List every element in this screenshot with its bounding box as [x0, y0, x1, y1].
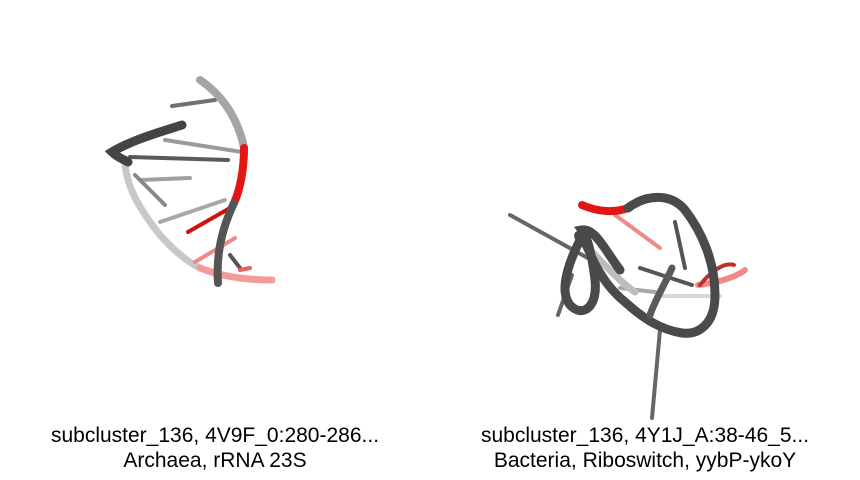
panel-subtitle: Bacteria, Riboswitch, yybP-ykoY	[493, 449, 797, 472]
panel-title: subcluster_136, 4Y1J_A:38-46_5...	[480, 424, 810, 447]
structure-panel-right: subcluster_136, 4Y1J_A:38-46_5... Bacter…	[430, 0, 860, 480]
structure-panel-left: subcluster_136, 4V9F_0:280-286... Archae…	[50, 76, 380, 472]
panel-subtitle: Archaea, rRNA 23S	[123, 449, 307, 472]
rna-structure-render-left	[104, 76, 276, 287]
panel-title: subcluster_136, 4V9F_0:280-286...	[50, 424, 380, 447]
rna-structure-render-right	[508, 192, 748, 420]
